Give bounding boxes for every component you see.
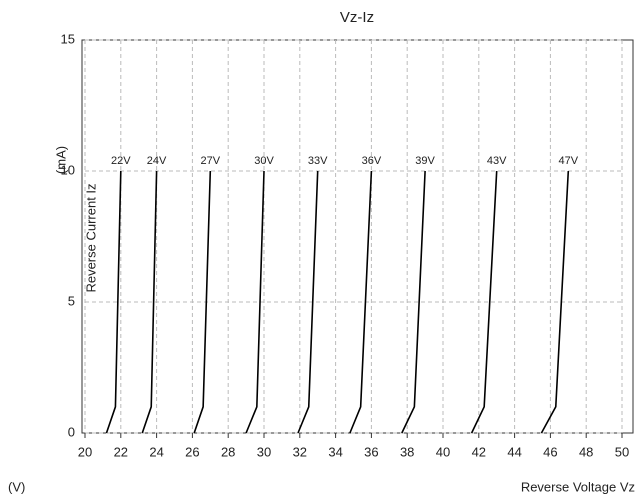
y-tick-label: 10 xyxy=(61,162,75,177)
x-tick-label: 20 xyxy=(78,444,92,459)
curve-label: 36V xyxy=(362,155,382,167)
x-tick-label: 32 xyxy=(293,444,307,459)
x-tick-label: 50 xyxy=(615,444,629,459)
curve xyxy=(401,170,426,434)
x-tick-label: 34 xyxy=(328,444,342,459)
x-tick-label: 46 xyxy=(543,444,557,459)
curve-label: 33V xyxy=(308,155,328,167)
x-tick-label: 22 xyxy=(114,444,128,459)
y-axis-label: Reverse Current Iz xyxy=(83,183,98,292)
x-tick-label: 40 xyxy=(436,444,450,459)
curve xyxy=(105,170,122,434)
curve-label: 39V xyxy=(415,155,435,167)
x-tick-label: 24 xyxy=(149,444,163,459)
y-axis-unit: (mA) xyxy=(53,146,68,174)
curve-label: 47V xyxy=(559,155,579,167)
x-tick-label: 26 xyxy=(185,444,199,459)
curve-label: 27V xyxy=(201,155,221,167)
y-tick-label: 0 xyxy=(68,424,75,439)
curve xyxy=(245,170,265,434)
x-tick-label: 48 xyxy=(579,444,593,459)
x-tick-label: 44 xyxy=(507,444,521,459)
curve xyxy=(470,170,498,434)
x-tick-label: 28 xyxy=(221,444,235,459)
curve xyxy=(141,170,158,434)
curve xyxy=(349,170,373,434)
x-tick-label: 42 xyxy=(472,444,486,459)
curve xyxy=(193,170,212,434)
x-axis-label: Reverse Voltage Vz xyxy=(521,479,635,494)
chart-title: Vz-Iz xyxy=(340,9,374,26)
x-tick-label: 30 xyxy=(257,444,271,459)
curve-label: 22V xyxy=(111,155,131,167)
plot-frame xyxy=(81,39,634,434)
y-tick-label: 5 xyxy=(68,293,75,308)
x-tick-label: 36 xyxy=(364,444,378,459)
curve-label: 30V xyxy=(254,155,274,167)
curve xyxy=(297,170,319,434)
y-tick-label: 15 xyxy=(61,31,75,46)
x-axis-unit: (V) xyxy=(8,479,25,494)
x-tick-label: 38 xyxy=(400,444,414,459)
curve-label: 43V xyxy=(487,155,507,167)
curve-label: 24V xyxy=(147,155,167,167)
curve xyxy=(540,170,570,434)
